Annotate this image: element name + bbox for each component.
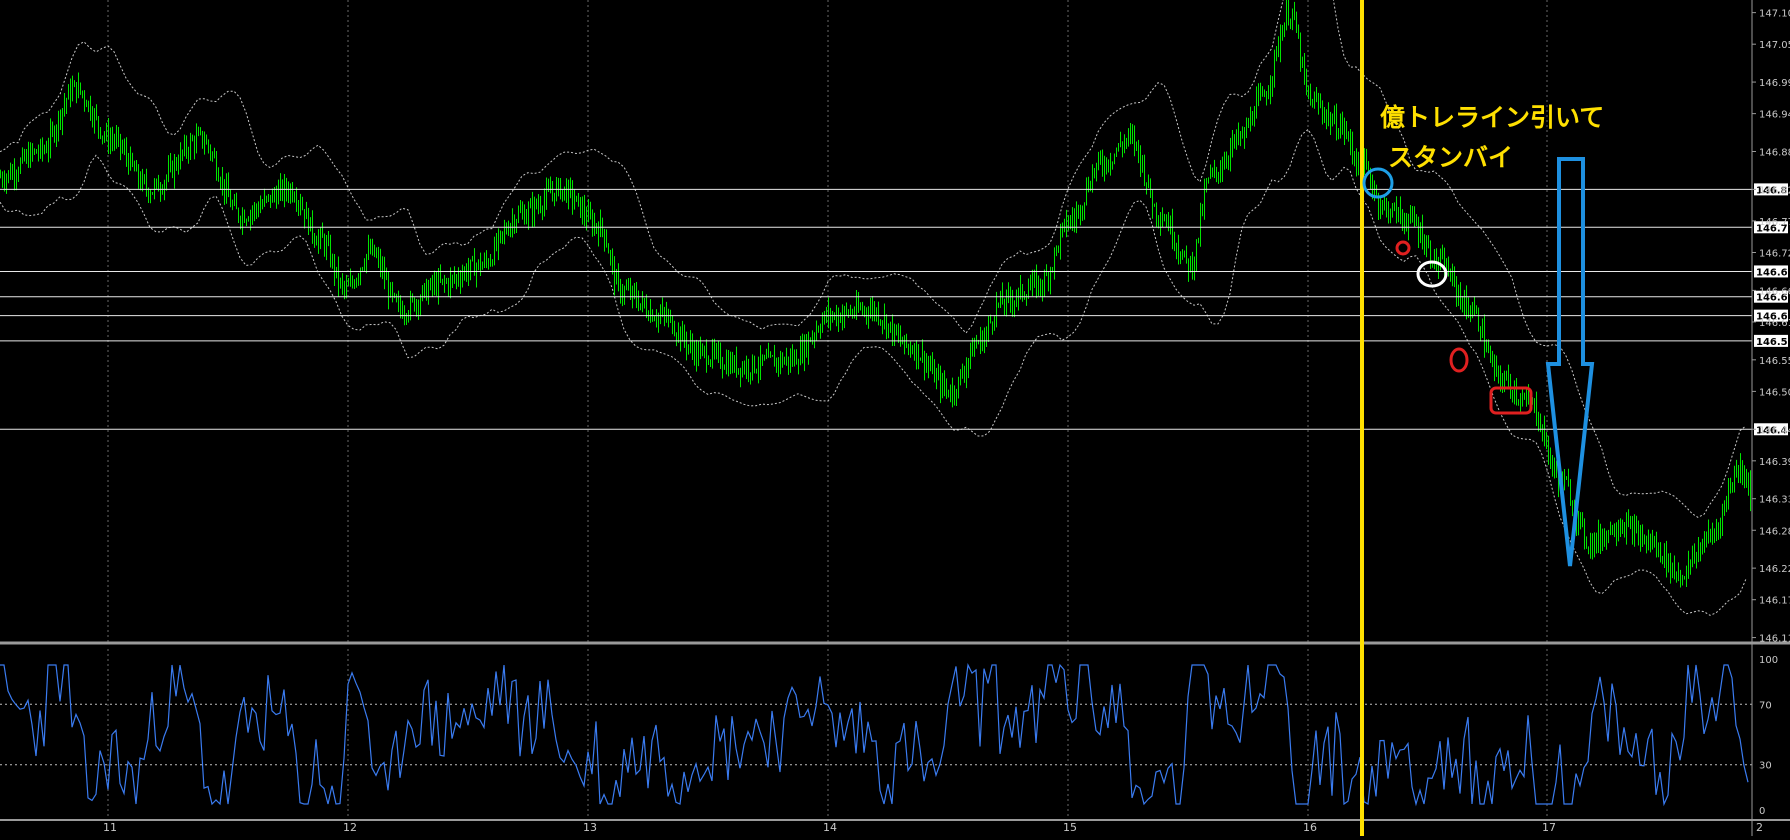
level-label: 146.44 xyxy=(1756,425,1790,436)
date-label: 16 xyxy=(1303,821,1317,834)
price-tick-label: 146.28 xyxy=(1759,526,1790,537)
price-tick-label: 146.66 xyxy=(1759,286,1790,297)
price-tick-label: 146.99 xyxy=(1759,78,1790,89)
level-label-box xyxy=(1754,334,1788,347)
level-label-box xyxy=(1754,221,1788,234)
price-tick-label: 146.50 xyxy=(1759,387,1790,398)
level-label: 146.58 xyxy=(1756,337,1790,348)
price-tick-label: 147.10 xyxy=(1759,9,1790,20)
rsi-tick-label: 100 xyxy=(1759,655,1778,666)
price-tick-label: 146.39 xyxy=(1759,457,1790,468)
corner-label: 2 xyxy=(1756,821,1763,834)
level-label-box xyxy=(1754,290,1788,303)
rsi-tick-label: 0 xyxy=(1759,806,1765,817)
price-tick-label: 146.55 xyxy=(1759,356,1790,367)
level-label: 146.69 xyxy=(1756,267,1790,278)
price-tick-label: 146.94 xyxy=(1759,110,1790,121)
rsi-line xyxy=(0,662,1749,807)
level-label-box xyxy=(1754,423,1788,436)
date-label: 17 xyxy=(1542,821,1556,834)
date-label: 12 xyxy=(343,821,357,834)
price-tick-label: 146.11 xyxy=(1759,634,1790,645)
price-tick-label: 146.77 xyxy=(1759,217,1790,228)
level-label: 146.62 xyxy=(1756,312,1790,323)
level-label-box xyxy=(1754,183,1788,196)
level-label-box xyxy=(1754,265,1788,278)
date-label: 13 xyxy=(583,821,597,834)
bollinger-bands xyxy=(0,0,1747,616)
date-label: 11 xyxy=(103,821,117,834)
price-tick-label: 146.22 xyxy=(1759,564,1790,575)
rsi-panel xyxy=(0,662,1752,807)
red-circle-marker xyxy=(1395,240,1411,256)
rsi-tick-label: 70 xyxy=(1759,700,1772,711)
price-tick-label: 146.82 xyxy=(1759,185,1790,196)
down-arrow-icon xyxy=(1545,157,1595,567)
red-box-marker xyxy=(1489,386,1533,415)
annotation-text: 億トレライン引いて スタンバイ xyxy=(1380,98,1604,178)
price-tick-label: 146.17 xyxy=(1759,596,1790,607)
price-tick-label: 146.44 xyxy=(1759,425,1790,436)
price-tick-label: 146.61 xyxy=(1759,318,1790,329)
annotation-line-2: スタンバイ xyxy=(1388,143,1514,172)
level-label: 146.82 xyxy=(1756,185,1790,196)
lower-band xyxy=(0,128,1747,616)
red-circle-marker xyxy=(1449,347,1469,373)
date-label: 14 xyxy=(823,821,837,834)
horizontal-levels: 146.82 146.76 146.69 146.65 146.62 146.58 146.… xyxy=(0,183,1790,436)
blue-circle-marker xyxy=(1362,167,1394,199)
annotation-marks xyxy=(1360,0,1595,836)
price-tick-label: 146.88 xyxy=(1759,148,1790,159)
white-circle-marker xyxy=(1416,260,1448,288)
level-label: 146.65 xyxy=(1756,293,1790,304)
date-label: 15 xyxy=(1063,821,1077,834)
price-tick-label: 146.72 xyxy=(1759,249,1790,260)
level-label: 146.76 xyxy=(1756,223,1790,234)
rsi-tick-label: 30 xyxy=(1759,761,1772,772)
annotation-line-1: 億トレライン引いて xyxy=(1380,103,1605,132)
level-label-box xyxy=(1754,309,1788,322)
price-tick-label: 146.33 xyxy=(1759,495,1790,506)
price-tick-label: 147.05 xyxy=(1759,40,1790,51)
